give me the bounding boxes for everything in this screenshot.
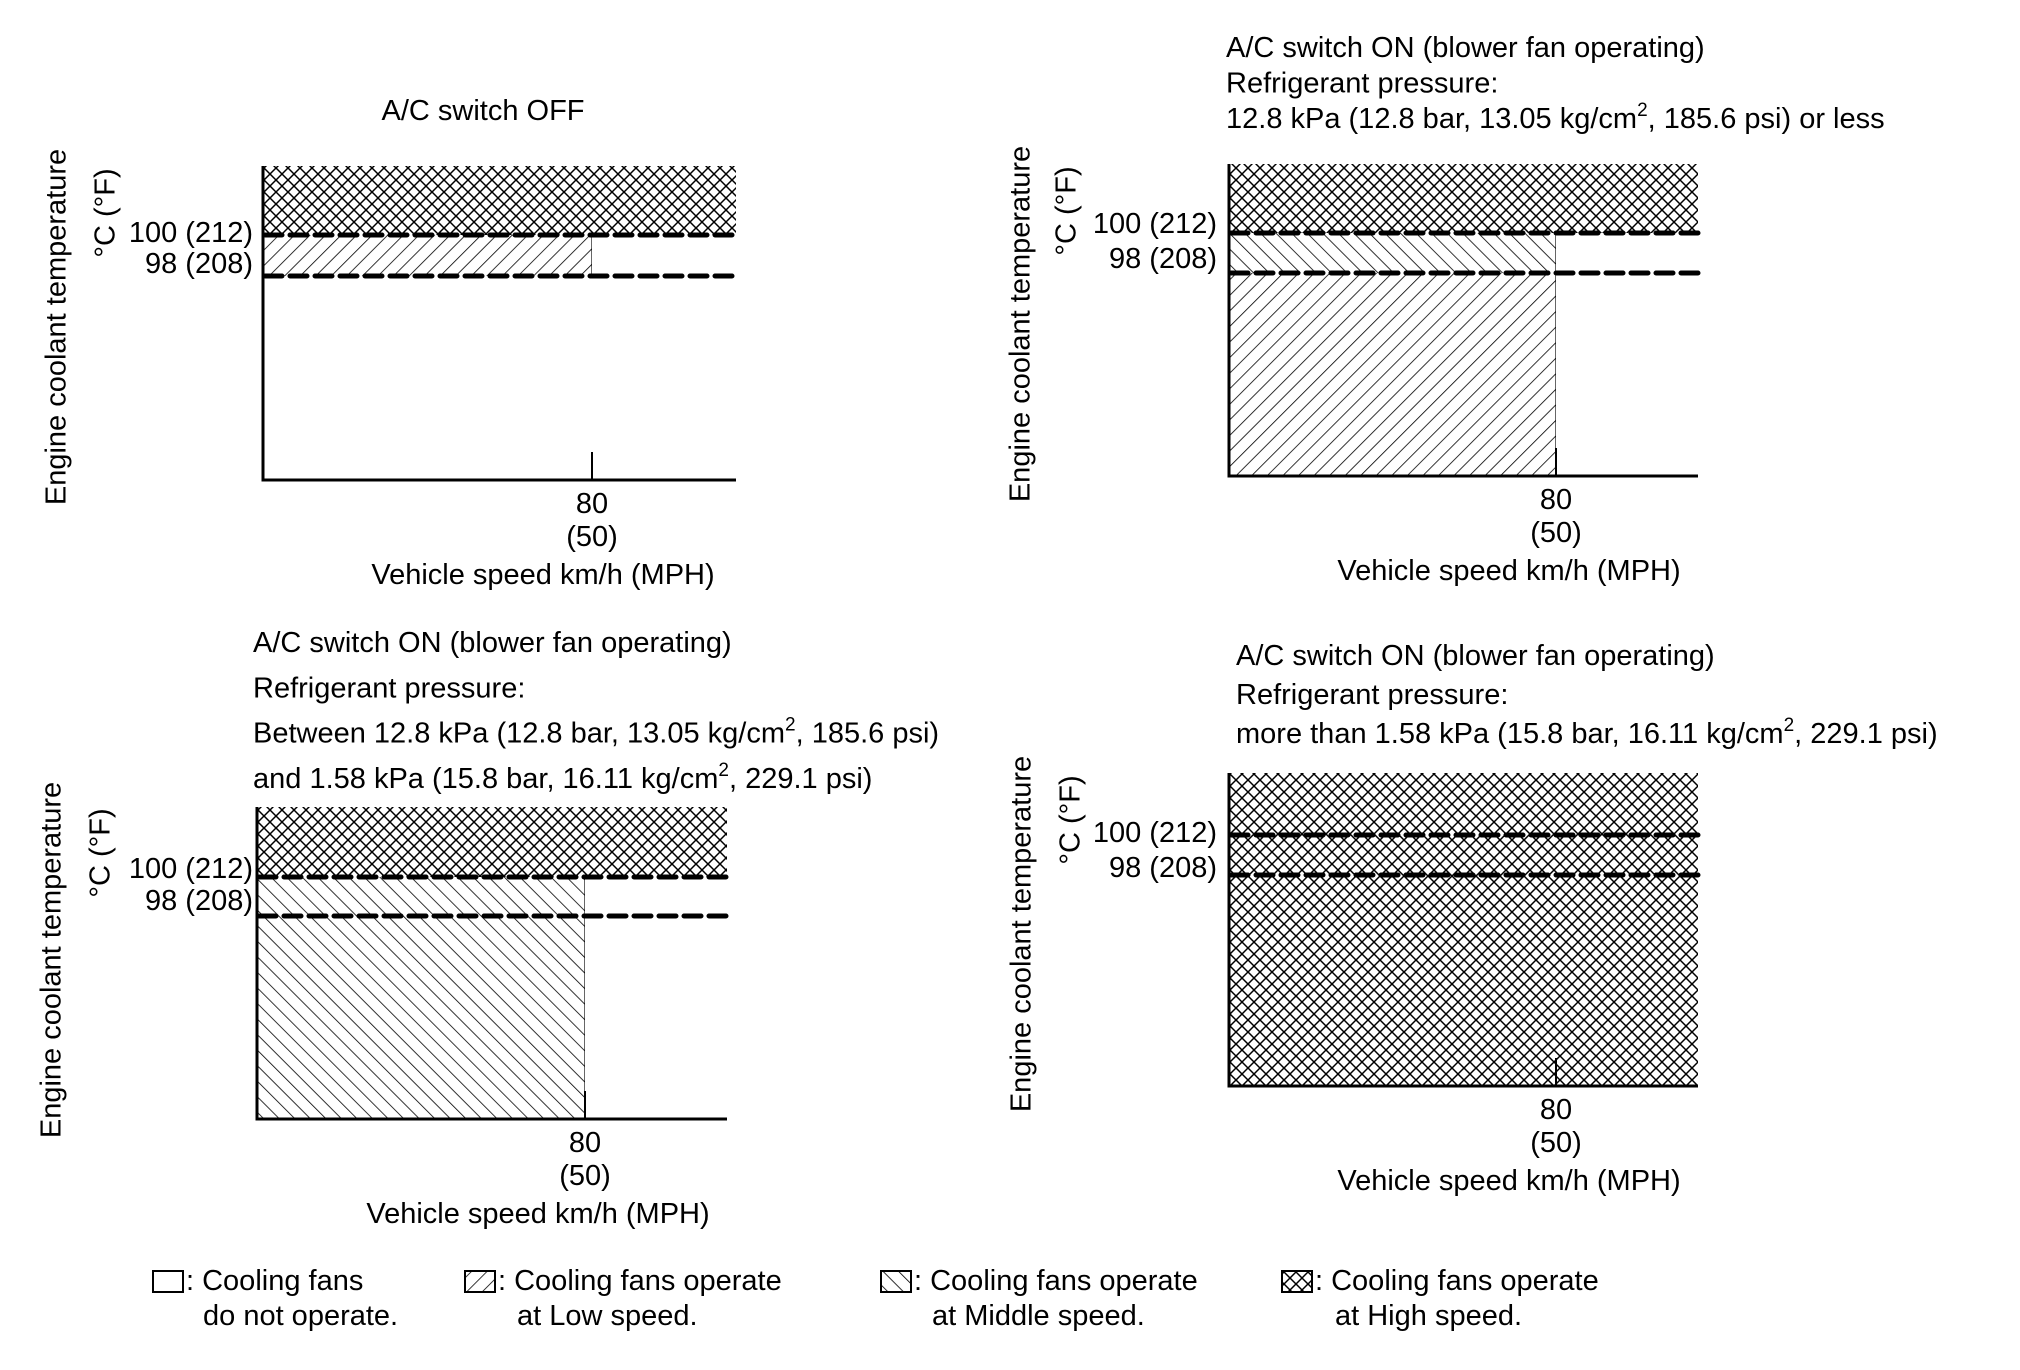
region-fan-middle: [1229, 233, 1556, 273]
chart-title-line: Between 12.8 kPa (12.8 bar, 13.05 kg/cm2…: [253, 715, 939, 750]
region-fan-high: [1229, 773, 1698, 1086]
region-fan-off: [585, 877, 727, 1119]
y-axis-unit: °C (°F): [1051, 166, 1083, 255]
chart-title-line: 12.8 kPa (12.8 bar, 13.05 kg/cm2, 185.6 …: [1226, 100, 1885, 135]
x-axis-label: Vehicle speed km/h (MPH): [371, 559, 714, 591]
y-axis-label: Engine coolant temperature: [41, 149, 73, 505]
y-axis-label: Engine coolant temperature: [36, 782, 68, 1138]
chart-title-line: and 1.58 kPa (15.8 bar, 16.11 kg/cm2, 22…: [253, 760, 872, 795]
y-tick-label: 98 (208): [145, 885, 253, 917]
x-tick-sublabel: (50): [566, 521, 618, 553]
y-axis-unit: °C (°F): [85, 808, 117, 897]
y-tick-label: 100 (212): [1093, 208, 1217, 240]
chart-title-line: A/C switch ON (blower fan operating): [253, 627, 732, 659]
region-fan-low: [263, 235, 592, 276]
x-tick-label: 80: [569, 1127, 601, 1159]
legend-swatch-middle: [880, 1270, 912, 1293]
chart-ac-on-high-pressure: 80(50) 100 (212)98 (208) Engine coolant te…: [1006, 640, 1938, 1197]
legend-text-line2: at Middle speed.: [932, 1300, 1145, 1332]
legend-text-line1: : Cooling fans operate: [498, 1265, 782, 1297]
legend-swatch-off: [152, 1270, 184, 1293]
region-fan-high: [263, 166, 736, 235]
chart-title-line: A/C switch ON (blower fan operating): [1236, 640, 1715, 672]
y-tick-label: 100 (212): [1093, 817, 1217, 849]
y-axis-label: Engine coolant temperature: [1005, 146, 1037, 502]
chart-title-line: more than 1.58 kPa (15.8 bar, 16.11 kg/c…: [1236, 715, 1938, 750]
region-fan-off: [263, 276, 736, 480]
x-axis-label: Vehicle speed km/h (MPH): [1337, 1165, 1680, 1197]
region-fan-high: [1229, 164, 1698, 233]
chart-ac-on-mid-pressure: 80(50) 100 (212)98 (208) Engine coolant te…: [36, 627, 939, 1230]
x-axis-label: Vehicle speed km/h (MPH): [1337, 555, 1680, 587]
x-tick-sublabel: (50): [1530, 1127, 1582, 1159]
y-axis-unit: °C (°F): [1055, 775, 1087, 864]
region-fan-high: [257, 807, 727, 877]
y-tick-label: 100 (212): [129, 853, 253, 885]
region-fan-off: [592, 235, 736, 276]
legend-text-line1: : Cooling fans: [186, 1265, 363, 1297]
legend-text-line1: : Cooling fans operate: [914, 1265, 1198, 1297]
x-tick-sublabel: (50): [559, 1160, 611, 1192]
chart-title-line: Refrigerant pressure:: [1236, 679, 1508, 711]
legend-text-line2: at High speed.: [1335, 1300, 1522, 1332]
legend-text-line2: do not operate.: [203, 1300, 398, 1332]
legend-swatch-low: [464, 1270, 496, 1293]
chart-ac-off: 80(50) 100 (212)98 (208) Engine coolant te…: [41, 95, 739, 591]
y-tick-label: 98 (208): [1109, 852, 1217, 884]
chart-title-line: Refrigerant pressure:: [1226, 68, 1498, 100]
y-axis-label: Engine coolant temperature: [1006, 756, 1038, 1112]
legend-text-line2: at Low speed.: [517, 1300, 698, 1332]
y-tick-label: 98 (208): [1109, 243, 1217, 275]
x-tick-label: 80: [1540, 1094, 1572, 1126]
y-axis-unit: °C (°F): [90, 168, 122, 257]
y-tick-label: 98 (208): [145, 248, 253, 280]
y-tick-label: 100 (212): [129, 217, 253, 249]
chart-title-line: Refrigerant pressure:: [253, 672, 525, 704]
x-tick-sublabel: (50): [1530, 517, 1582, 549]
chart-title-line: A/C switch ON (blower fan operating): [1226, 32, 1705, 64]
x-axis-label: Vehicle speed km/h (MPH): [366, 1198, 709, 1230]
chart-ac-on-low-pressure: 80(50) 100 (212)98 (208) Engine coolant te…: [1005, 32, 1885, 587]
region-fan-middle: [257, 877, 585, 1119]
region-fan-low: [1229, 273, 1556, 476]
x-tick-label: 80: [576, 488, 608, 520]
x-tick-label: 80: [1540, 484, 1572, 516]
chart-title-line: A/C switch OFF: [381, 95, 584, 127]
legend-swatch-high: [1281, 1270, 1313, 1293]
legend-text-line1: : Cooling fans operate: [1315, 1265, 1599, 1297]
region-fan-off: [1556, 233, 1698, 476]
